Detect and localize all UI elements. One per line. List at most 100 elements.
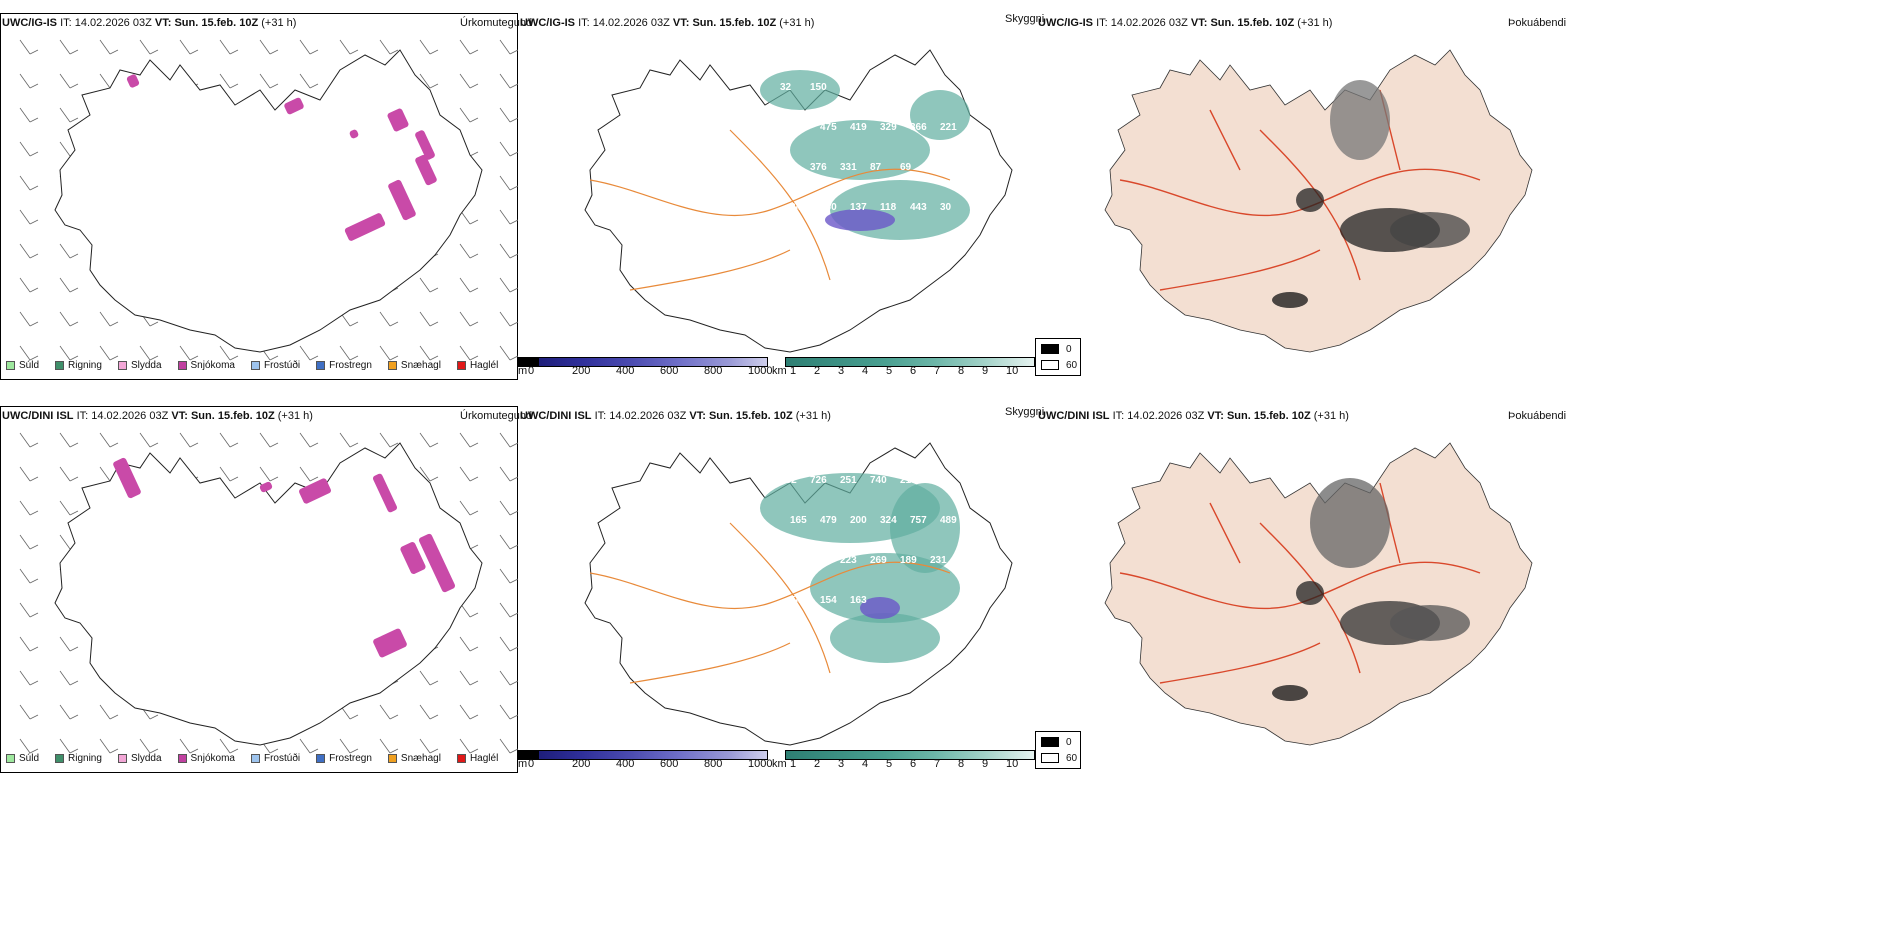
wind-barb bbox=[459, 670, 471, 686]
fog-black-swatch bbox=[1041, 344, 1059, 354]
cloud-map: 32 150 639 404 121 108 425 475 419 329 366 221 571 37… bbox=[584, 49, 1013, 353]
wind-barb-flag bbox=[109, 49, 119, 55]
wind-barb-flag bbox=[309, 355, 319, 361]
wind-barb-flag bbox=[69, 476, 79, 482]
wind-barb-flag bbox=[349, 714, 359, 720]
cloud-height-label: 219 bbox=[900, 475, 917, 486]
it-value: 14.02.2026 03Z bbox=[609, 410, 687, 422]
lead-time: (+31 h) bbox=[795, 410, 831, 422]
wind-barb bbox=[19, 209, 31, 225]
wind-barb bbox=[419, 73, 431, 89]
cloud-title: Skyggni bbox=[1005, 13, 1045, 25]
wind-barb-flag bbox=[389, 442, 399, 448]
wind-barb-flag bbox=[509, 748, 519, 754]
lead-time: (+31 h) bbox=[261, 17, 297, 29]
wind-barb-flag bbox=[149, 748, 159, 754]
wind-barb bbox=[499, 670, 511, 686]
wind-barb bbox=[19, 636, 31, 652]
panel-title: UWC/IG-IS IT: 14.02.2026 03Z VT: Sun. 15… bbox=[520, 17, 814, 29]
wind-barb bbox=[19, 311, 31, 327]
km-tick: 3 bbox=[838, 758, 845, 770]
it-label: IT: bbox=[578, 17, 590, 29]
wind-barb-flag bbox=[229, 83, 239, 89]
legend-swatch bbox=[250, 754, 260, 763]
wind-barb-flag bbox=[69, 253, 79, 259]
wind-barb-flag bbox=[269, 476, 279, 482]
wind-barb bbox=[259, 39, 271, 55]
wind-barb-flag bbox=[469, 442, 479, 448]
wind-barb-flag bbox=[29, 646, 39, 652]
vt-label: VT: bbox=[672, 17, 690, 29]
wind-barb bbox=[219, 39, 231, 55]
wind-barb-flag bbox=[389, 355, 399, 361]
height-tick: 200 bbox=[572, 758, 591, 770]
vt-value: Sun. 15.feb. 10Z bbox=[1226, 410, 1311, 422]
legend-swatch bbox=[456, 361, 466, 370]
model-name: UWC/DINI ISL bbox=[2, 410, 74, 422]
wind-barb-flag bbox=[69, 714, 79, 720]
wind-barb-flag bbox=[469, 355, 479, 361]
cloud-height-label: 366 bbox=[910, 122, 927, 133]
wind-barb bbox=[499, 107, 511, 123]
wind-barb bbox=[499, 277, 511, 293]
wind-barb-flag bbox=[149, 49, 159, 55]
wind-barb-flag bbox=[29, 287, 39, 293]
wind-barb bbox=[59, 500, 71, 516]
it-value: 14.02.2026 03Z bbox=[1127, 410, 1205, 422]
wind-barb-flag bbox=[469, 748, 479, 754]
wind-barb bbox=[19, 277, 31, 293]
legend-label: Rigning bbox=[68, 753, 102, 764]
model-name: UWC/IG-IS bbox=[1038, 17, 1093, 29]
wind-barb-flag bbox=[309, 476, 319, 482]
legend-item: Rigning bbox=[55, 753, 102, 764]
fog-legend: 0 60 bbox=[1035, 338, 1081, 376]
wind-barb bbox=[59, 636, 71, 652]
wind-barb-flag bbox=[509, 151, 519, 157]
wind-barb-flag bbox=[229, 476, 239, 482]
wind-barb-flag bbox=[69, 355, 79, 361]
wind-barb-flag bbox=[429, 355, 439, 361]
vt-label: VT: bbox=[171, 410, 188, 422]
wind-barb bbox=[179, 432, 191, 448]
wind-barb bbox=[59, 704, 71, 720]
wind-barb-flag bbox=[509, 578, 519, 584]
fog-area bbox=[1272, 685, 1308, 701]
snow-area bbox=[387, 108, 409, 132]
wind-barb-flag bbox=[429, 714, 439, 720]
wind-barb-flag bbox=[509, 646, 519, 652]
fog-area bbox=[1296, 188, 1324, 212]
wind-barb bbox=[499, 243, 511, 259]
wind-barb bbox=[459, 636, 471, 652]
wind-barb-flag bbox=[29, 442, 39, 448]
wind-barb bbox=[99, 345, 111, 361]
wind-barb bbox=[379, 432, 391, 448]
wind-barb bbox=[499, 141, 511, 157]
wind-barb bbox=[219, 738, 231, 754]
wind-barb bbox=[19, 670, 31, 686]
wind-barb bbox=[179, 39, 191, 55]
km-tick: 2 bbox=[814, 365, 821, 377]
it-label: IT: bbox=[594, 410, 607, 422]
fog-area bbox=[1296, 581, 1324, 605]
lead-time: (+31 h) bbox=[1297, 17, 1333, 29]
wind-barb-flag bbox=[509, 253, 519, 259]
wind-barb-flag bbox=[229, 748, 239, 754]
wind-barb bbox=[419, 39, 431, 55]
legend-swatch bbox=[316, 754, 326, 763]
fog-black-swatch bbox=[1041, 737, 1059, 747]
wind-barb bbox=[59, 345, 71, 361]
wind-barb-flag bbox=[269, 49, 279, 55]
wind-barb bbox=[179, 345, 191, 361]
cloud-height-label: 425 bbox=[790, 122, 807, 133]
vt-value: Sun. 15.feb. 10Z bbox=[692, 17, 777, 29]
wind-barb bbox=[459, 73, 471, 89]
panel-title: UWC/IG-IS IT: 14.02.2026 03Z VT: Sun. 15… bbox=[1038, 17, 1332, 29]
wind-barb bbox=[19, 243, 31, 259]
wind-barb bbox=[339, 345, 351, 361]
wind-barb bbox=[419, 704, 431, 720]
wind-barb bbox=[499, 534, 511, 550]
wind-barb bbox=[419, 311, 431, 327]
model-name: UWC/DINI ISL bbox=[520, 410, 592, 422]
wind-barb bbox=[219, 345, 231, 361]
snow-area bbox=[259, 481, 273, 493]
